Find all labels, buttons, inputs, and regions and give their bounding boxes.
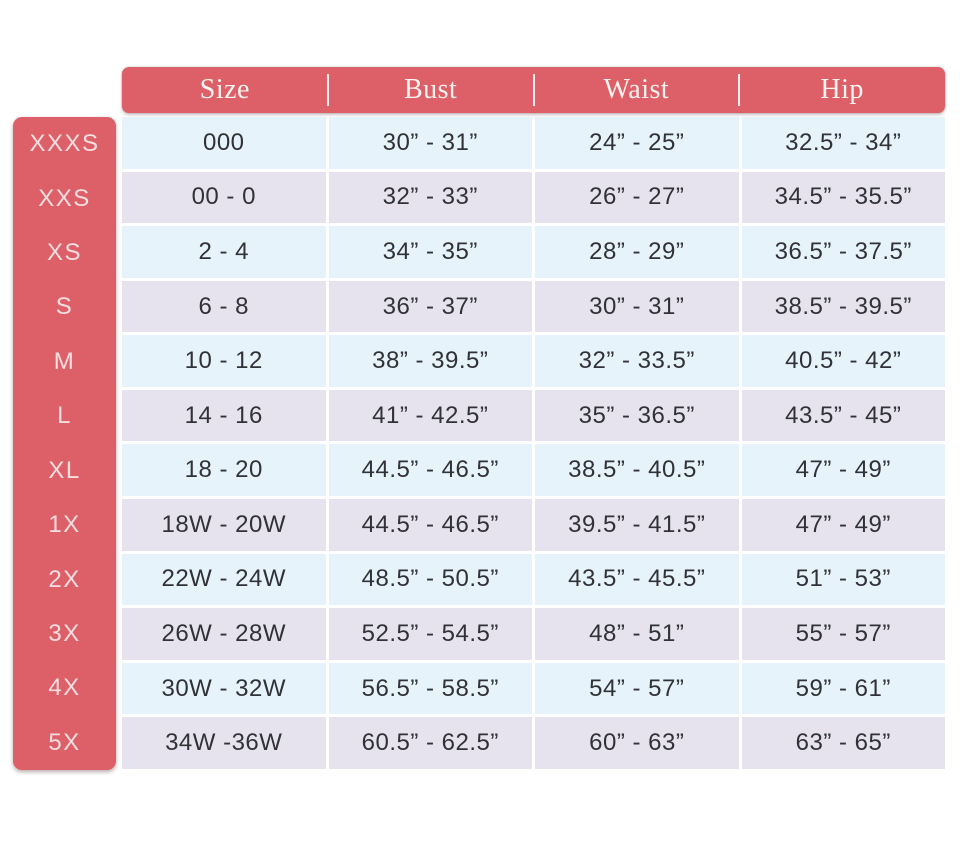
cell-hip: 47” - 49” [741, 444, 945, 497]
cell-waist: 24” - 25” [535, 117, 739, 169]
cell-size: 10 - 12 [122, 335, 326, 387]
table-row: 14 - 16 41” - 42.5” 35” - 36.5” 43.5” - … [122, 389, 945, 442]
table-row: 2 - 4 34” - 35” 28” - 29” 36.5” - 37.5” [122, 226, 945, 278]
cell-hip: 40.5” - 42” [741, 335, 945, 387]
table-row: 10 - 12 38” - 39.5” 32” - 33.5” 40.5” - … [122, 335, 945, 387]
column-header-waist: Waist [532, 67, 740, 113]
size-label-xl: XL [48, 456, 81, 484]
table-body: 000 30” - 31” 24” - 25” 32.5” - 34” 00 -… [122, 117, 945, 769]
size-label-3x: 3X [48, 620, 81, 647]
cell-bust: 38” - 39.5” [328, 335, 532, 387]
column-header-bust: Bust [326, 67, 534, 113]
cell-hip: 55” - 57” [741, 608, 945, 660]
size-sidebar: XXXS XXS XS S M L XL 1X 2X 3X 4X 5X [13, 117, 116, 770]
cell-size: 00 - 0 [122, 171, 326, 224]
cell-hip: 59” - 61” [741, 662, 945, 715]
cell-size: 30W - 32W [122, 662, 326, 715]
cell-size: 22W - 24W [122, 553, 326, 606]
table-header-row: Size Bust Waist Hip [122, 67, 945, 113]
cell-bust: 44.5” - 46.5” [328, 499, 532, 551]
table-row: 18 - 20 44.5” - 46.5” 38.5” - 40.5” 47” … [122, 444, 945, 497]
cell-waist: 54” - 57” [535, 662, 739, 715]
size-label-4x: 4X [48, 674, 81, 702]
size-label-2x: 2X [48, 565, 81, 593]
cell-bust: 56.5” - 58.5” [328, 662, 532, 715]
cell-hip: 43.5” - 45” [741, 389, 945, 442]
size-label-s: S [55, 293, 74, 321]
size-label-1x: 1X [48, 511, 81, 539]
cell-waist: 60” - 63” [535, 717, 739, 769]
table-row: 22W - 24W 48.5” - 50.5” 43.5” - 45.5” 51… [122, 553, 945, 606]
cell-size: 6 - 8 [122, 280, 326, 333]
cell-bust: 30” - 31” [328, 117, 532, 169]
table-row: 30W - 32W 56.5” - 58.5” 54” - 57” 59” - … [122, 662, 945, 715]
table-row: 00 - 0 32” - 33” 26” - 27” 34.5” - 35.5” [122, 171, 945, 224]
size-label-5x: 5X [48, 728, 81, 756]
cell-bust: 36” - 37” [328, 280, 532, 333]
cell-bust: 48.5” - 50.5” [328, 553, 532, 606]
size-label-xxxs: XXXS [29, 130, 100, 158]
cell-waist: 35” - 36.5” [535, 389, 739, 442]
table-row: 34W -36W 60.5” - 62.5” 60” - 63” 63” - 6… [122, 717, 945, 769]
column-header-hip: Hip [738, 67, 945, 113]
cell-size: 2 - 4 [122, 226, 326, 278]
cell-size: 18W - 20W [122, 499, 326, 551]
cell-bust: 34” - 35” [328, 226, 532, 278]
cell-waist: 38.5” - 40.5” [535, 444, 739, 497]
table-row: 26W - 28W 52.5” - 54.5” 48” - 51” 55” - … [122, 608, 945, 660]
size-label-m: M [53, 347, 76, 375]
cell-size: 000 [122, 117, 326, 169]
cell-size: 14 - 16 [122, 389, 326, 442]
size-label-xs: XS [46, 239, 82, 267]
cell-hip: 36.5” - 37.5” [741, 226, 945, 278]
cell-waist: 32” - 33.5” [535, 335, 739, 387]
table-row: 18W - 20W 44.5” - 46.5” 39.5” - 41.5” 47… [122, 499, 945, 551]
cell-waist: 30” - 31” [535, 280, 739, 333]
size-label-xxs: XXS [38, 184, 91, 212]
cell-hip: 32.5” - 34” [741, 117, 945, 169]
cell-waist: 48” - 51” [535, 608, 739, 660]
cell-hip: 34.5” - 35.5” [741, 171, 945, 224]
cell-bust: 52.5” - 54.5” [328, 608, 532, 660]
cell-bust: 32” - 33” [328, 171, 532, 224]
cell-size: 26W - 28W [122, 608, 326, 660]
cell-hip: 38.5” - 39.5” [741, 280, 945, 333]
size-label-l: L [57, 402, 72, 430]
cell-bust: 60.5” - 62.5” [328, 717, 532, 769]
table-row: 000 30” - 31” 24” - 25” 32.5” - 34” [122, 117, 945, 169]
cell-size: 18 - 20 [122, 444, 326, 497]
table-row: 6 - 8 36” - 37” 30” - 31” 38.5” - 39.5” [122, 280, 945, 333]
column-header-size: Size [199, 74, 250, 105]
cell-bust: 41” - 42.5” [328, 389, 532, 442]
cell-hip: 63” - 65” [741, 717, 945, 769]
cell-hip: 47” - 49” [741, 499, 945, 551]
cell-size: 34W -36W [122, 717, 326, 769]
cell-waist: 43.5” - 45.5” [535, 553, 739, 606]
cell-waist: 28” - 29” [535, 226, 739, 278]
cell-hip: 51” - 53” [741, 553, 945, 606]
cell-waist: 39.5” - 41.5” [535, 499, 739, 551]
cell-bust: 44.5” - 46.5” [328, 444, 532, 497]
cell-waist: 26” - 27” [535, 171, 739, 224]
